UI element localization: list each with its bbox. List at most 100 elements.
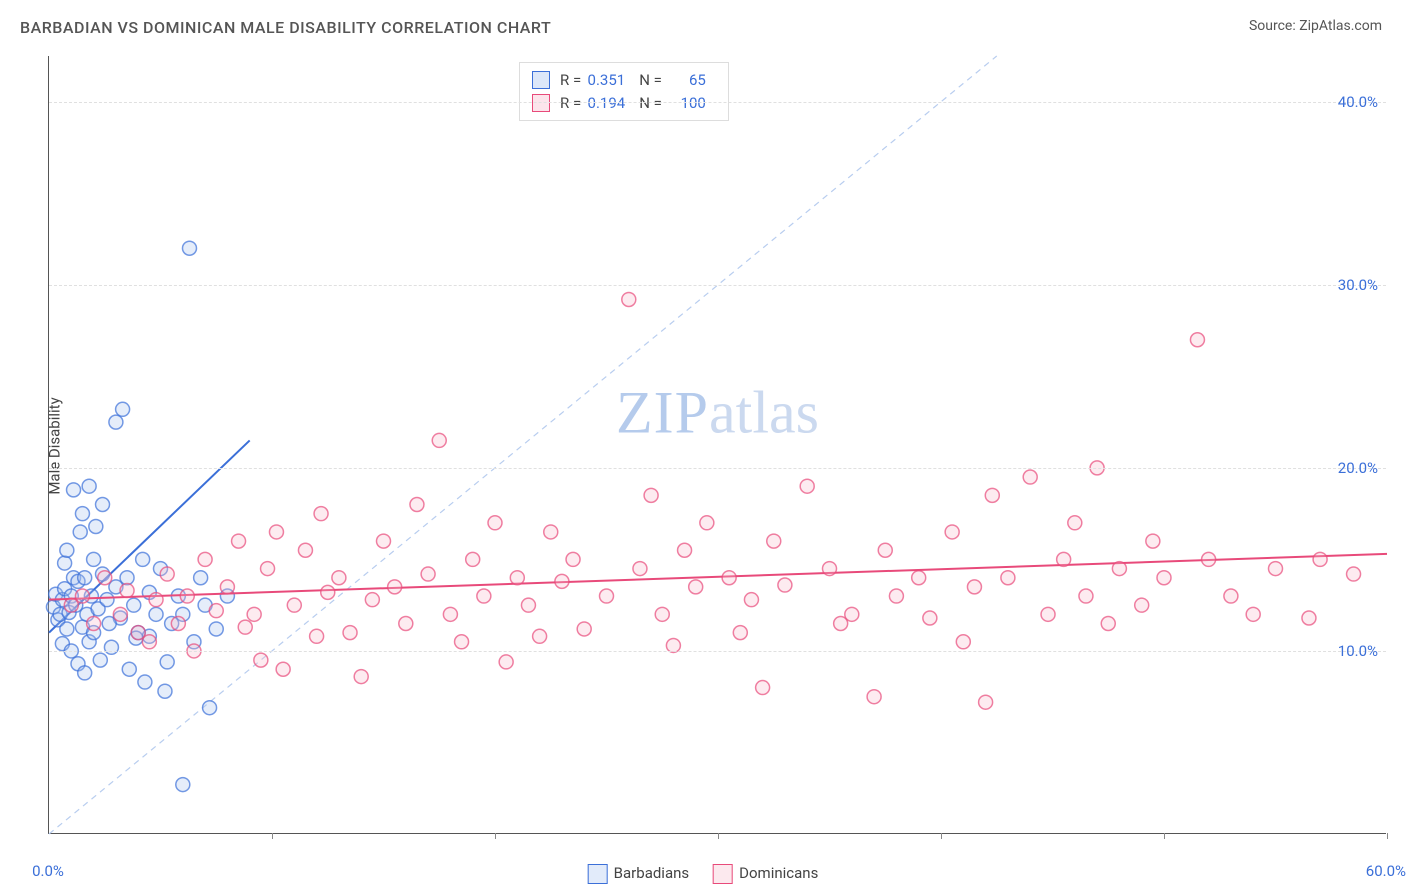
data-point <box>1023 470 1037 484</box>
data-point <box>98 571 112 585</box>
data-point <box>142 635 156 649</box>
x-tick <box>1387 833 1388 839</box>
legend-swatch <box>588 864 608 884</box>
x-tick <box>495 833 496 839</box>
y-tick-label: 30.0% <box>1338 276 1378 294</box>
data-point <box>466 552 480 566</box>
data-point <box>1068 516 1082 530</box>
r-label: R = <box>560 92 581 115</box>
data-point <box>136 552 150 566</box>
data-point <box>477 589 491 603</box>
data-point <box>878 543 892 557</box>
data-point <box>1246 607 1260 621</box>
data-point <box>247 607 261 621</box>
legend-item[interactable]: Dominicans <box>713 864 818 884</box>
data-point <box>122 662 136 676</box>
legend-label: Barbadians <box>614 864 689 882</box>
data-point <box>655 607 669 621</box>
data-point <box>343 626 357 640</box>
data-point <box>410 497 424 511</box>
data-point <box>254 653 268 667</box>
data-point <box>778 578 792 592</box>
x-axis-max-label: 60.0% <box>1366 862 1406 880</box>
data-point <box>700 516 714 530</box>
data-point <box>633 562 647 576</box>
data-point <box>127 598 141 612</box>
data-point <box>87 552 101 566</box>
data-point <box>60 543 74 557</box>
data-point <box>149 593 163 607</box>
data-point <box>321 585 335 599</box>
data-point <box>1202 552 1216 566</box>
legend-item[interactable]: Barbadians <box>588 864 689 884</box>
data-point <box>203 701 217 715</box>
data-point <box>544 525 558 539</box>
legend-bottom: Barbadians Dominicans <box>588 864 819 884</box>
data-point <box>194 571 208 585</box>
y-tick-label: 40.0% <box>1338 93 1378 111</box>
data-point <box>722 571 736 585</box>
correlation-stats-box: R =0.351N =65R =0.194N =100 <box>519 62 729 121</box>
data-point <box>455 635 469 649</box>
data-point <box>261 562 275 576</box>
data-point <box>555 574 569 588</box>
data-point <box>923 611 937 625</box>
r-label: R = <box>560 69 581 92</box>
data-point <box>276 662 290 676</box>
data-point <box>979 695 993 709</box>
n-value: 100 <box>666 92 706 115</box>
data-point <box>100 593 114 607</box>
series-swatch <box>532 94 550 112</box>
data-point <box>985 488 999 502</box>
legend-label: Dominicans <box>739 864 818 882</box>
r-value: 0.351 <box>585 69 625 92</box>
data-point <box>1057 552 1071 566</box>
data-point <box>577 622 591 636</box>
data-point <box>1079 589 1093 603</box>
source-attribution: Source: ZipAtlas.com <box>1249 18 1382 34</box>
data-point <box>198 552 212 566</box>
y-tick-label: 20.0% <box>1338 459 1378 477</box>
data-point <box>232 534 246 548</box>
data-point <box>912 571 926 585</box>
data-point <box>432 433 446 447</box>
chart-plot-area: ZIPatlas R =0.351N =65R =0.194N =100 10.… <box>48 56 1386 834</box>
x-tick <box>718 833 719 839</box>
data-point <box>209 604 223 618</box>
data-point <box>421 567 435 581</box>
data-point <box>1041 607 1055 621</box>
data-point <box>89 519 103 533</box>
data-point <box>220 580 234 594</box>
data-point <box>176 778 190 792</box>
data-point <box>180 589 194 603</box>
data-point <box>1112 562 1126 576</box>
data-point <box>756 681 770 695</box>
data-point <box>967 580 981 594</box>
data-point <box>138 675 152 689</box>
chart-title: BARBADIAN VS DOMINICAN MALE DISABILITY C… <box>20 18 551 37</box>
data-point <box>521 598 535 612</box>
data-point <box>149 607 163 621</box>
data-point <box>160 655 174 669</box>
data-point <box>116 402 130 416</box>
scatter-svg <box>49 56 1386 833</box>
data-point <box>58 556 72 570</box>
data-point <box>354 670 368 684</box>
source-link[interactable]: ZipAtlas.com <box>1299 18 1382 34</box>
source-label: Source: <box>1249 18 1299 34</box>
data-point <box>287 598 301 612</box>
data-point <box>314 507 328 521</box>
data-point <box>867 690 881 704</box>
data-point <box>1224 589 1238 603</box>
data-point <box>1001 571 1015 585</box>
identity-line <box>49 56 997 834</box>
data-point <box>82 479 96 493</box>
data-point <box>75 507 89 521</box>
data-point <box>845 607 859 621</box>
data-point <box>365 593 379 607</box>
data-point <box>622 292 636 306</box>
data-point <box>689 580 703 594</box>
data-point <box>87 616 101 630</box>
data-point <box>800 479 814 493</box>
data-point <box>945 525 959 539</box>
